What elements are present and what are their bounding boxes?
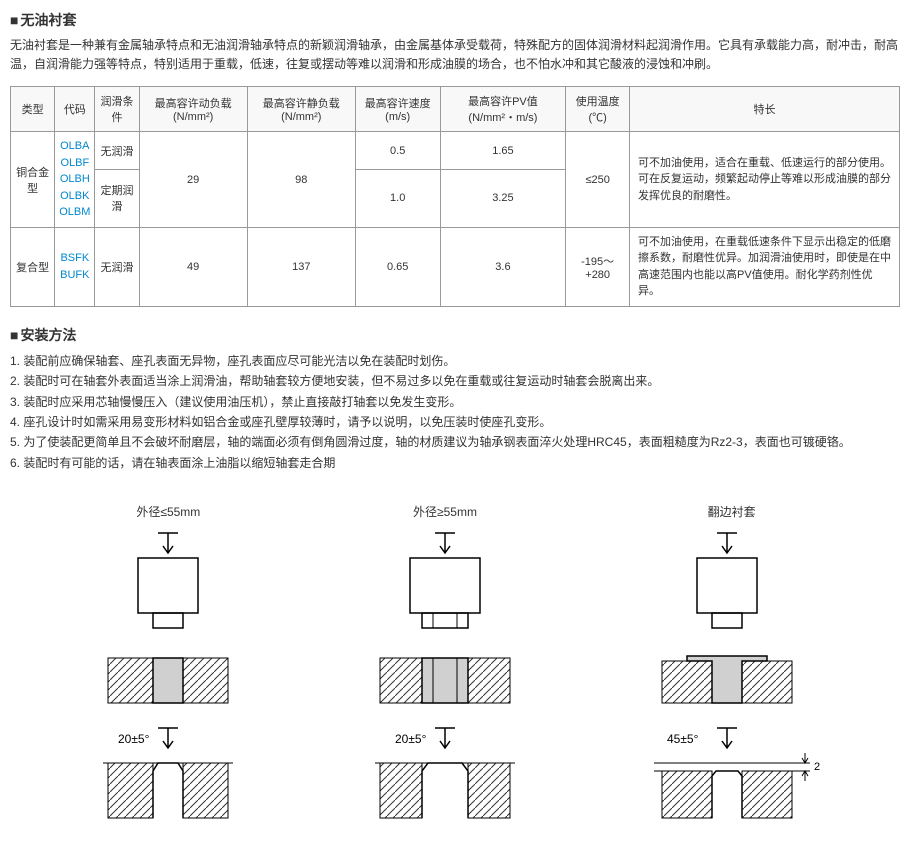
cell-speed3: 0.65 xyxy=(355,227,440,306)
th-statload: 最高容许静负载 (N/mm²) xyxy=(247,87,355,132)
cell-pv3: 3.6 xyxy=(440,227,566,306)
diagram-large-od: 外径≥55mm 20±5° xyxy=(355,503,535,828)
th-dynload: 最高容许动负载 (N/mm²) xyxy=(139,87,247,132)
cell-codes-composite: BSFK BUFK xyxy=(55,227,95,306)
th-speed: 最高容许速度 (m/s) xyxy=(355,87,440,132)
cell-statload2: 137 xyxy=(247,227,355,306)
section-install-title: 安装方法 xyxy=(10,325,900,345)
gap-text: 2 xyxy=(814,761,820,773)
install-item-5: 5. 为了使装配更简单且不会破坏耐磨层，轴的端面必须有倒角圆滑过度，轴的材质建议… xyxy=(10,432,900,452)
spec-table: 类型 代码 润滑条件 最高容许动负载 (N/mm²) 最高容许静负载 (N/mm… xyxy=(10,86,900,307)
cell-speed2: 1.0 xyxy=(355,169,440,227)
cell-lube1: 无润滑 xyxy=(95,132,139,169)
th-code: 代码 xyxy=(55,87,95,132)
diagrams-row: 外径≤55mm 20±5° 外径≥55mm 20±5° 翻边衬套 45±5° 2 xyxy=(10,493,900,838)
cell-codes-copper: OLBA OLBF OLBH OLBK OLBM xyxy=(55,132,95,228)
cell-pv2: 3.25 xyxy=(440,169,566,227)
diagram-small-od: 外径≤55mm 20±5° xyxy=(78,503,258,828)
cell-temp2: -195～+280 xyxy=(566,227,630,306)
cell-lube3: 无润滑 xyxy=(95,227,139,306)
diagram-label-2: 外径≥55mm xyxy=(413,503,477,520)
section-oil-free-title: 无油衬套 xyxy=(10,10,900,30)
angle-text-3: 45±5° xyxy=(667,732,699,746)
cell-dynload2: 49 xyxy=(139,227,247,306)
th-pv: 最高容许PV值 (N/mm²・m/s) xyxy=(440,87,566,132)
th-type: 类型 xyxy=(11,87,55,132)
cell-dynload1: 29 xyxy=(139,132,247,228)
cell-temp1: ≤250 xyxy=(566,132,630,228)
cell-pv1: 1.65 xyxy=(440,132,566,169)
diagram-flanged: 翻边衬套 45±5° 2 xyxy=(632,503,832,828)
install-item-1: 1. 装配前应确保轴套、座孔表面无异物，座孔表面应尽可能光洁以免在装配时划伤。 xyxy=(10,351,900,371)
install-item-6: 6. 装配时有可能的话，请在轴表面涂上油脂以缩短轴套走合期 xyxy=(10,453,900,473)
th-feature: 特长 xyxy=(630,87,900,132)
cell-feature1: 可不加油使用，适合在重载、低速运行的部分使用。可在反复运动，频繁起动停止等难以形… xyxy=(630,132,900,228)
angle-text-1: 20±5° xyxy=(118,732,150,746)
cell-type-composite: 复合型 xyxy=(11,227,55,306)
install-item-4: 4. 座孔设计时如需采用易变形材料如铝合金或座孔壁厚较薄时，请予以说明，以免压装… xyxy=(10,412,900,432)
angle-text-2: 20±5° xyxy=(395,732,427,746)
th-temp: 使用温度 (℃) xyxy=(566,87,630,132)
install-item-2: 2. 装配时可在轴套外表面适当涂上润滑油，帮助轴套较方便地安装，但不易过多以免在… xyxy=(10,371,900,391)
install-item-3: 3. 装配时应采用芯轴慢慢压入（建议使用油压机），禁止直接敲打轴套以免发生变形。 xyxy=(10,392,900,412)
diagram-svg-3: 45±5° 2 xyxy=(632,528,832,828)
cell-statload1: 98 xyxy=(247,132,355,228)
diagram-svg-1: 20±5° xyxy=(78,528,258,828)
intro-text: 无油衬套是一种兼有金属轴承特点和无油润滑轴承特点的新颖润滑轴承，由金属基体承受载… xyxy=(10,36,900,74)
diagram-label-1: 外径≤55mm xyxy=(136,503,200,520)
cell-feature2: 可不加油使用，在重载低速条件下显示出稳定的低磨擦系数，耐磨性优异。加润滑油使用时… xyxy=(630,227,900,306)
install-list: 1. 装配前应确保轴套、座孔表面无异物，座孔表面应尽可能光洁以免在装配时划伤。 … xyxy=(10,351,900,473)
diagram-label-3: 翻边衬套 xyxy=(708,503,756,520)
diagram-svg-2: 20±5° xyxy=(355,528,535,828)
th-lube: 润滑条件 xyxy=(95,87,139,132)
cell-lube2: 定期润滑 xyxy=(95,169,139,227)
cell-type-copper: 铜合金型 xyxy=(11,132,55,228)
cell-speed1: 0.5 xyxy=(355,132,440,169)
